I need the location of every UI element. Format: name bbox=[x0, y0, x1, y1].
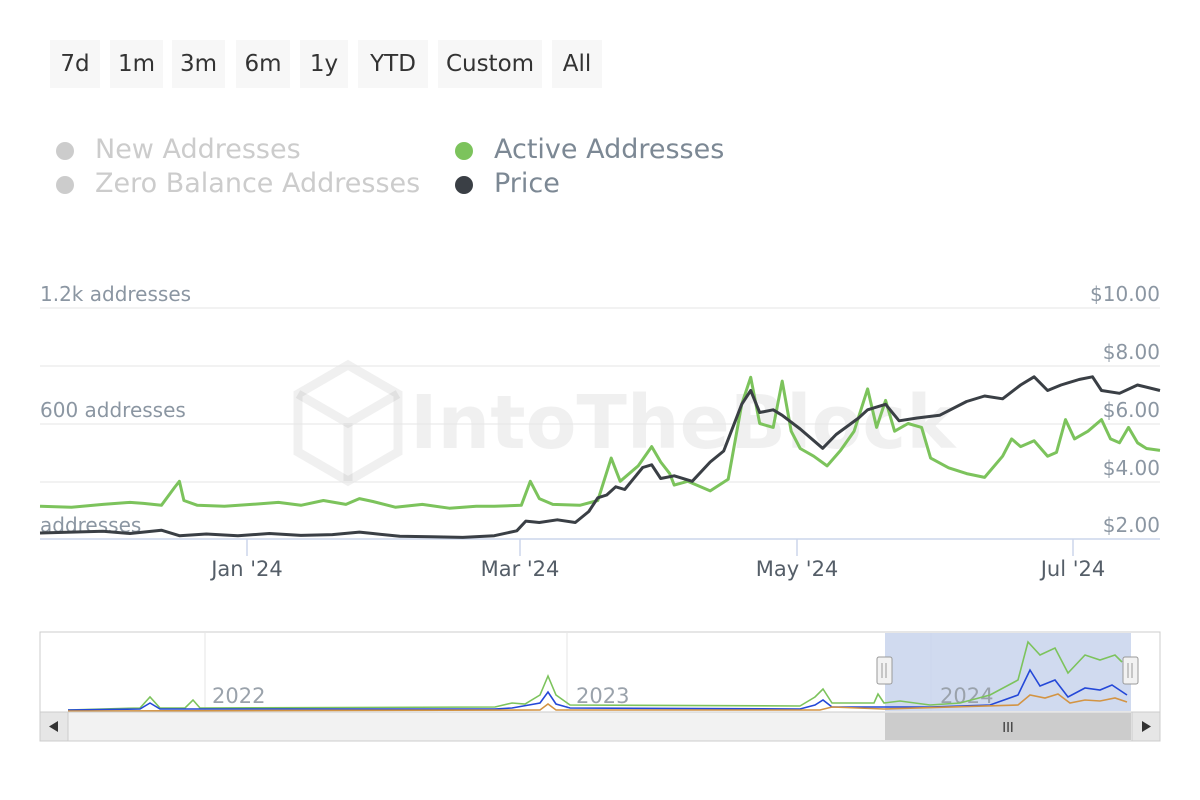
scrollbar-grip-icon: III bbox=[1002, 721, 1014, 736]
right-tick-label: $4.00 bbox=[1103, 456, 1160, 480]
range-button-1m[interactable]: 1m bbox=[110, 40, 163, 88]
gridlines bbox=[40, 307, 1160, 483]
navigator: 2022 2023 2024 bbox=[39, 631, 1161, 713]
navigator-handle-left[interactable] bbox=[876, 656, 893, 685]
navigator-handle-right[interactable] bbox=[1122, 656, 1139, 685]
x-tick-label: Jan '24 bbox=[209, 557, 283, 581]
range-button-6m[interactable]: 6m bbox=[236, 40, 290, 88]
right-tick-label: $2.00 bbox=[1103, 513, 1160, 537]
arrow-right-icon bbox=[1142, 721, 1151, 732]
navigator-line-new-addresses bbox=[67, 668, 1128, 711]
legend-dot-icon bbox=[455, 142, 473, 160]
right-tick-label: $10.00 bbox=[1090, 282, 1160, 306]
watermark-logo-icon bbox=[293, 359, 403, 487]
range-button-ytd[interactable]: YTD bbox=[358, 40, 428, 88]
series-line-price bbox=[39, 375, 1161, 539]
range-button-3m[interactable]: 3m bbox=[172, 40, 225, 88]
x-tick-label: May '24 bbox=[756, 557, 839, 581]
x-tick-marks bbox=[246, 539, 1074, 556]
watermark: IntoTheBlock bbox=[293, 359, 957, 487]
right-tick-label: $6.00 bbox=[1103, 398, 1160, 422]
legend-dot-icon bbox=[455, 176, 473, 194]
x-tick-label: Jul '24 bbox=[1039, 557, 1106, 581]
scrollbar[interactable]: III bbox=[39, 711, 1161, 742]
navigator-line-active-addresses bbox=[67, 640, 1123, 711]
range-button-7d[interactable]: 7d bbox=[50, 40, 100, 88]
navigator-label: 2022 bbox=[212, 684, 265, 708]
legend-dot-icon bbox=[56, 176, 74, 194]
x-tick-label: Mar '24 bbox=[481, 557, 560, 581]
arrow-left-icon bbox=[49, 721, 58, 732]
navigator-line-zero-balance-addresses bbox=[67, 693, 1128, 712]
left-tick-label: 600 addresses bbox=[40, 398, 186, 422]
range-button-1y[interactable]: 1y bbox=[300, 40, 348, 88]
series-line-active-addresses bbox=[39, 375, 1161, 510]
navigator-label: 2023 bbox=[576, 684, 629, 708]
range-button-all[interactable]: All bbox=[552, 40, 602, 88]
legend-dot-icon bbox=[56, 142, 74, 160]
range-button-custom[interactable]: Custom bbox=[438, 40, 542, 88]
right-tick-label: $8.00 bbox=[1103, 340, 1160, 364]
scrollbar-thumb[interactable] bbox=[885, 713, 1131, 740]
left-tick-label: 1.2k addresses bbox=[40, 282, 191, 306]
